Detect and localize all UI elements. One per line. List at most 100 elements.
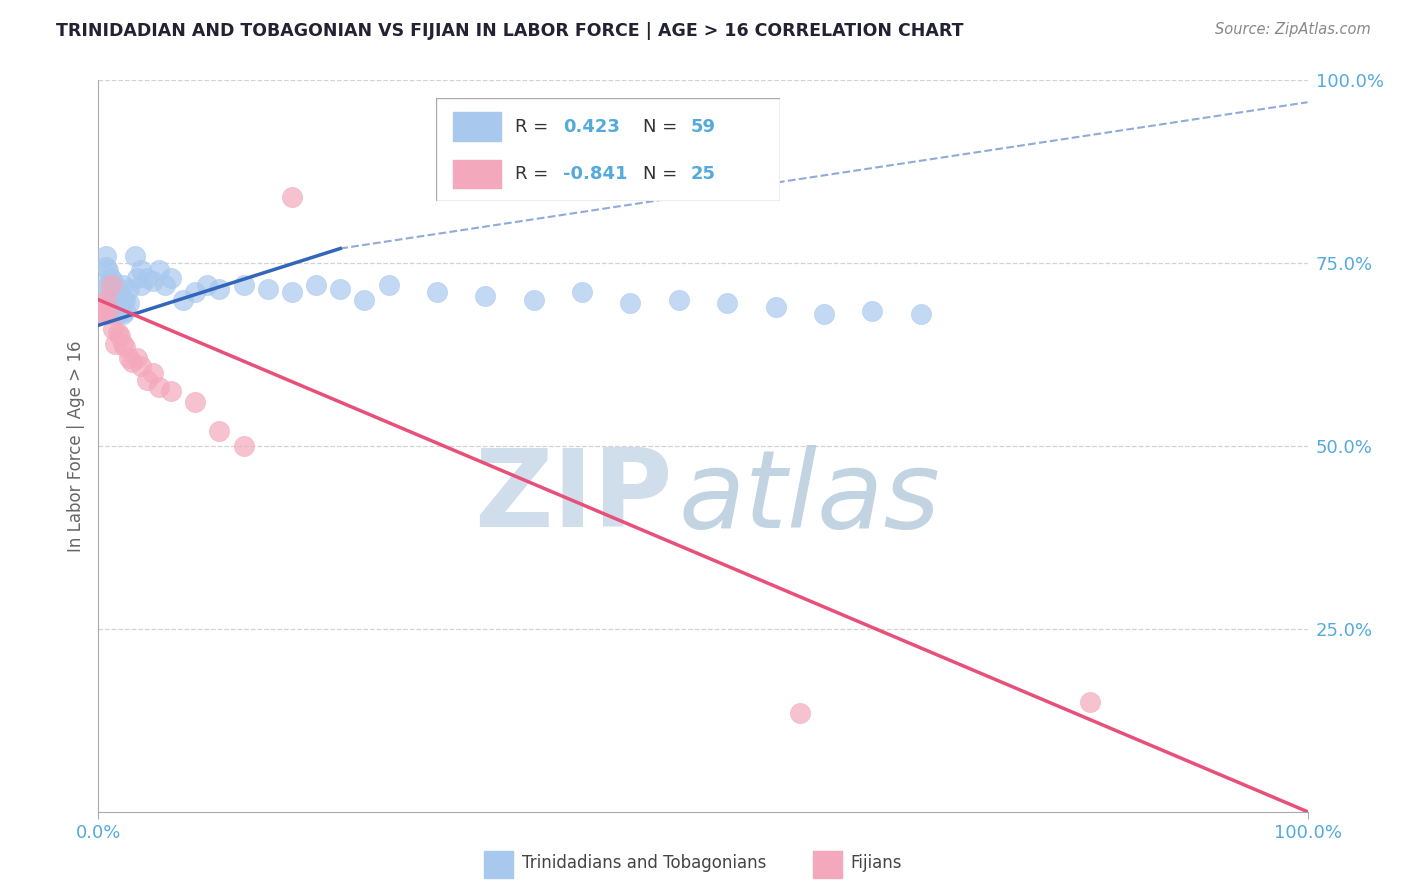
Point — [97, 307, 120, 321]
Bar — [453, 112, 502, 141]
Bar — [813, 851, 842, 878]
Point — [108, 329, 131, 343]
Text: 59: 59 — [690, 118, 716, 136]
Point — [114, 303, 136, 318]
Bar — [484, 851, 513, 878]
Point — [100, 307, 122, 321]
Point — [111, 278, 134, 293]
Point — [232, 278, 254, 293]
Point — [208, 282, 231, 296]
Y-axis label: In Labor Force | Age > 16: In Labor Force | Age > 16 — [66, 340, 84, 552]
Point — [100, 270, 122, 285]
Point — [813, 307, 835, 321]
Point — [256, 282, 278, 296]
Point — [107, 326, 129, 340]
Text: R =: R = — [515, 165, 554, 183]
Point — [129, 263, 152, 277]
Point — [426, 285, 449, 300]
Text: Source: ZipAtlas.com: Source: ZipAtlas.com — [1215, 22, 1371, 37]
Text: N =: N = — [643, 165, 682, 183]
Point — [100, 278, 122, 293]
Point — [104, 303, 127, 318]
Point — [195, 278, 218, 293]
Text: TRINIDADIAN AND TOBAGONIAN VS FIJIAN IN LABOR FORCE | AGE > 16 CORRELATION CHART: TRINIDADIAN AND TOBAGONIAN VS FIJIAN IN … — [56, 22, 963, 40]
Point — [142, 366, 165, 380]
Point — [111, 293, 134, 307]
Point — [910, 307, 932, 321]
Text: R =: R = — [515, 118, 554, 136]
Point — [377, 278, 399, 293]
Point — [208, 425, 231, 439]
Point — [329, 282, 352, 296]
Point — [305, 278, 328, 293]
Point — [281, 190, 304, 204]
Point — [100, 293, 122, 307]
Point — [184, 285, 207, 300]
Point — [232, 439, 254, 453]
Point — [523, 293, 546, 307]
Point — [101, 289, 124, 303]
Point — [474, 289, 496, 303]
Point — [127, 351, 149, 366]
Point — [281, 285, 304, 300]
Point — [107, 293, 129, 307]
Point — [101, 303, 124, 318]
Point — [118, 282, 141, 296]
Point — [353, 293, 375, 307]
Point — [118, 351, 141, 366]
Bar — [453, 160, 502, 188]
Point — [142, 275, 165, 289]
Point — [111, 307, 134, 321]
Text: N =: N = — [643, 118, 682, 136]
Point — [135, 270, 157, 285]
Point — [124, 249, 146, 263]
Point — [129, 278, 152, 293]
Point — [101, 322, 124, 336]
Point — [118, 296, 141, 310]
Point — [172, 293, 194, 307]
Text: atlas: atlas — [679, 445, 941, 549]
Point — [111, 336, 134, 351]
Point — [94, 249, 117, 263]
Point — [104, 293, 127, 307]
Point — [94, 260, 117, 274]
Point — [1078, 695, 1101, 709]
Point — [91, 307, 114, 321]
Text: ZIP: ZIP — [474, 444, 672, 550]
Point — [114, 340, 136, 354]
Point — [860, 303, 883, 318]
Point — [619, 296, 641, 310]
Point — [184, 395, 207, 409]
Point — [148, 380, 170, 394]
Point — [153, 278, 176, 293]
Point — [127, 270, 149, 285]
Text: Fijians: Fijians — [851, 854, 903, 872]
Point — [104, 336, 127, 351]
Point — [148, 263, 170, 277]
Point — [97, 263, 120, 277]
Point — [97, 278, 120, 293]
Point — [90, 300, 112, 314]
Point — [91, 278, 114, 293]
Point — [104, 285, 127, 300]
Point — [94, 293, 117, 307]
Point — [129, 359, 152, 373]
Point — [107, 307, 129, 321]
Point — [668, 293, 690, 307]
Point — [101, 275, 124, 289]
Point — [135, 373, 157, 387]
Text: 25: 25 — [690, 165, 716, 183]
Point — [121, 355, 143, 369]
Point — [107, 282, 129, 296]
Point — [97, 293, 120, 307]
Text: -0.841: -0.841 — [564, 165, 628, 183]
Point — [716, 296, 738, 310]
Text: 0.423: 0.423 — [564, 118, 620, 136]
Point — [571, 285, 593, 300]
Text: Trinidadians and Tobagonians: Trinidadians and Tobagonians — [522, 854, 766, 872]
Point — [160, 270, 183, 285]
FancyBboxPatch shape — [436, 98, 780, 201]
Point — [108, 285, 131, 300]
Point — [91, 307, 114, 321]
Point — [114, 293, 136, 307]
